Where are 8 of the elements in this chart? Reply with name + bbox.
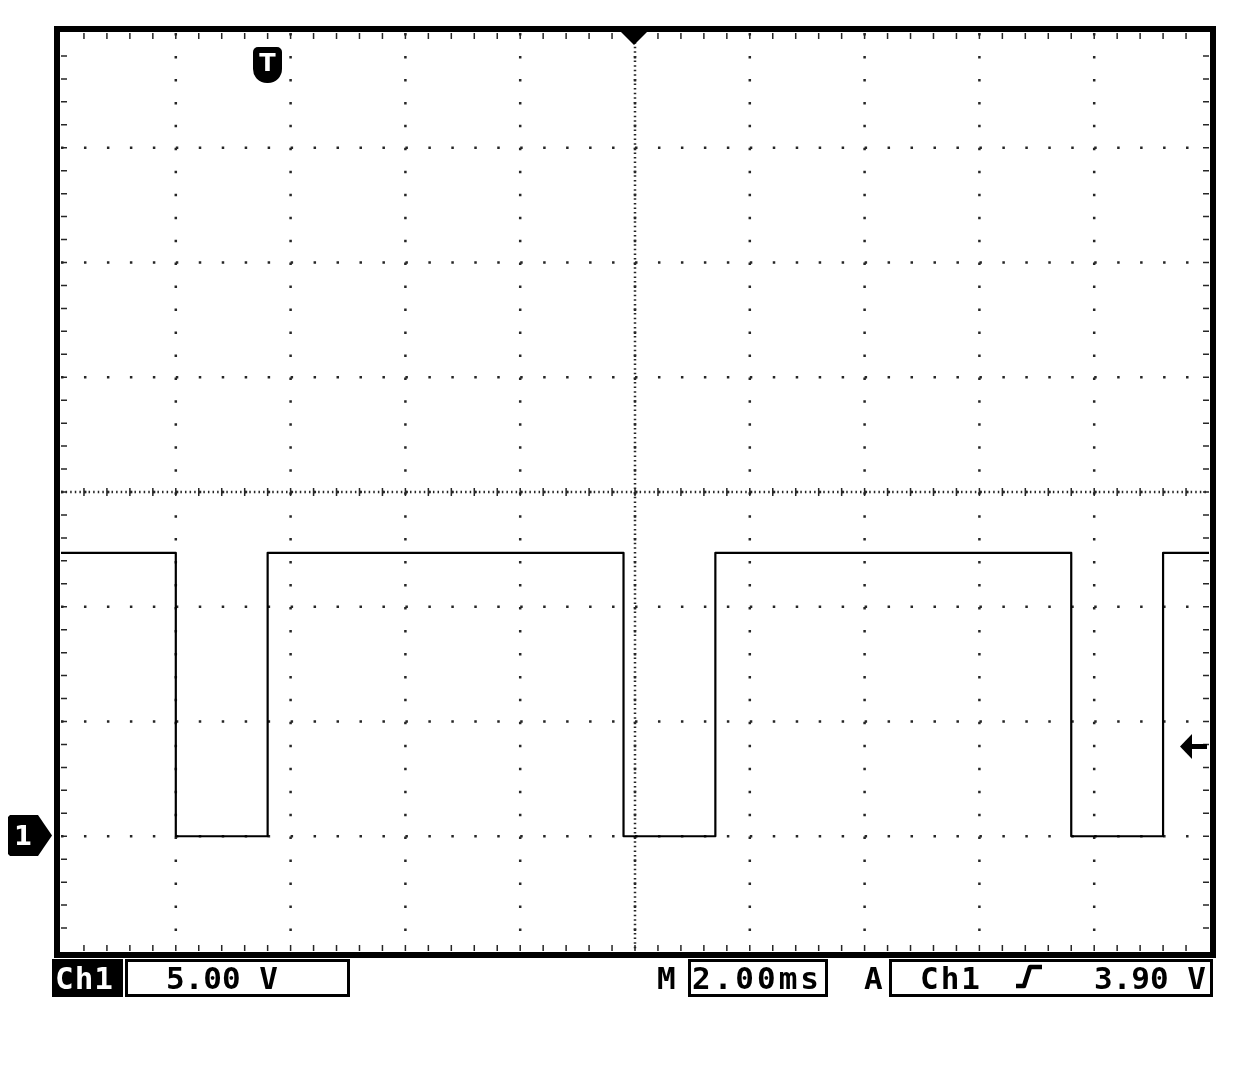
text: Ch1: [920, 960, 982, 996]
text: Ch1: [55, 960, 114, 996]
text: A: [864, 960, 883, 996]
text: T: [259, 48, 276, 77]
text: 1: [13, 820, 33, 851]
text: M: [657, 960, 676, 996]
text: 5.00 V: [166, 960, 278, 996]
text: 3.90 V: [1094, 960, 1206, 996]
